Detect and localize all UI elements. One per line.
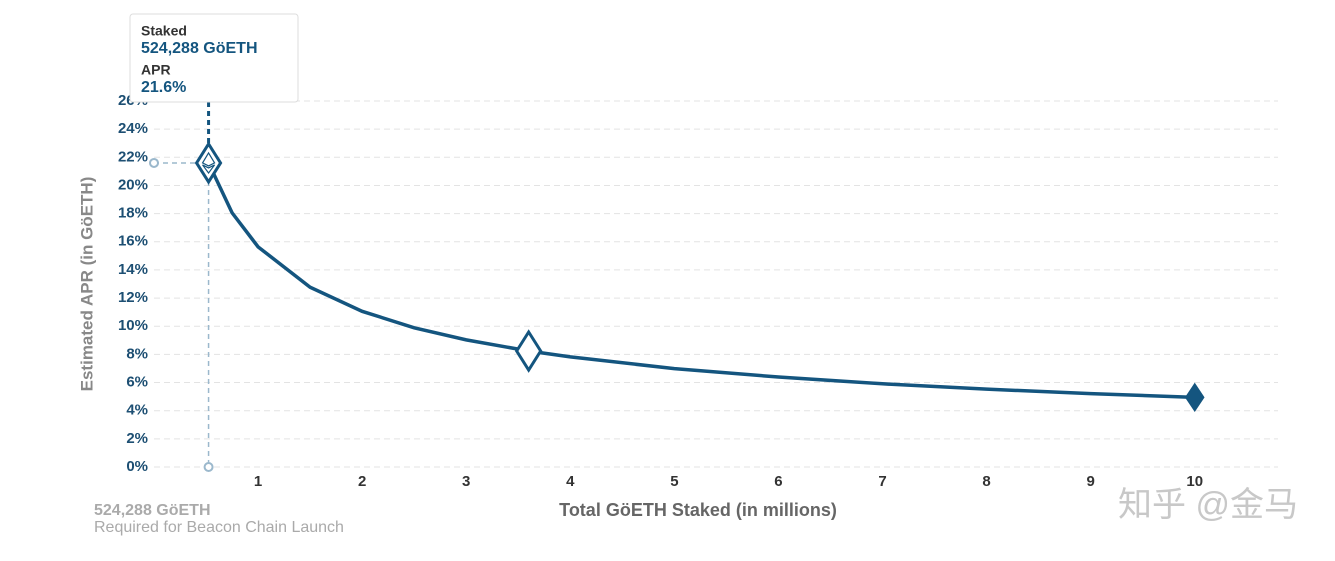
- y-tick-label: 8%: [126, 345, 148, 362]
- tooltip-label: Staked: [141, 23, 187, 39]
- x-tick-label: 1: [254, 473, 262, 490]
- x-tick-label: 2: [358, 473, 366, 490]
- x-tick-label: 3: [462, 473, 470, 490]
- footnote-amount: 524,288 GöETH: [94, 502, 211, 519]
- marker: [194, 141, 223, 185]
- y-tick-label: 2%: [126, 430, 148, 447]
- y-axis-title: Estimated APR (in GöETH): [77, 177, 96, 392]
- footnote-text: Required for Beacon Chain Launch: [94, 519, 344, 536]
- tooltip-box: [129, 13, 299, 103]
- y-tick-label: 12%: [118, 289, 148, 306]
- line: [206, 162, 1195, 400]
- y-tick-label: 18%: [118, 205, 148, 222]
- crosshair-end: [149, 157, 159, 168]
- x-tick-label: 6: [774, 473, 782, 490]
- y-tick-label: 24%: [118, 120, 148, 137]
- y-tick-label: 0%: [126, 458, 148, 475]
- crosshair-end: [203, 462, 214, 472]
- y-tick-label: 14%: [118, 261, 148, 278]
- eth-icon: [201, 151, 216, 174]
- x-tick-label: 4: [566, 473, 575, 490]
- marker: [514, 329, 543, 373]
- x-tick-label: 5: [670, 473, 678, 490]
- x-tick-label: 9: [1086, 473, 1094, 490]
- y-tick-label: 4%: [126, 402, 148, 419]
- x-axis-title: Total GöETH Staked (in millions): [559, 500, 837, 520]
- marker: [1184, 382, 1205, 413]
- y-tick-label: 10%: [118, 317, 148, 334]
- tooltip-value: 524,288 GöETH: [141, 40, 258, 57]
- tooltip: Staked 524,288 GöETH APR 21.6%: [129, 13, 299, 103]
- y-tick-label: 6%: [126, 374, 148, 391]
- y-tick-label: 20%: [118, 176, 148, 193]
- tooltip-label: APR: [141, 62, 171, 78]
- watermark: 知乎 @金马: [1118, 486, 1298, 524]
- y-tick-label: 16%: [118, 233, 148, 250]
- tooltip-value: 21.6%: [141, 79, 186, 96]
- x-tick-label: 10: [1186, 473, 1203, 490]
- x-tick-label: 7: [878, 473, 886, 490]
- plot-area: 0%2%4%6%8%10%12%14%16%18%20%22%24%26%123…: [118, 92, 1278, 490]
- y-tick-label: 22%: [118, 148, 148, 165]
- x-tick-label: 8: [982, 473, 990, 490]
